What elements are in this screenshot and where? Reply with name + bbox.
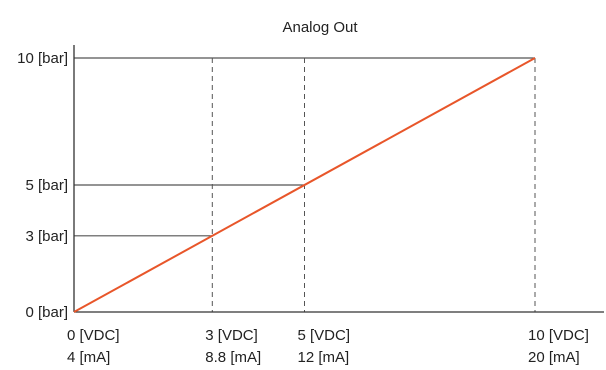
y-tick-label: 10 [bar] [17, 50, 68, 67]
x-tick-label-secondary: 20 [mA] [528, 349, 580, 366]
guide-lines [74, 57, 536, 312]
x-tick-label: 3 [VDC] [205, 327, 258, 344]
x-tick-labels: 0 [VDC] 4 [mA] 3 [VDC] 8.8 [mA] 5 [VDC] 12 [m… [67, 327, 589, 366]
x-tick-label-secondary: 8.8 [mA] [205, 349, 261, 366]
series-group [73, 57, 536, 313]
x-tick-label: 10 [VDC] [528, 327, 589, 344]
x-tick-label: 0 [VDC] [67, 327, 120, 344]
x-tick-label-secondary: 4 [mA] [67, 349, 110, 366]
series-line-0 [73, 57, 536, 313]
y-tick-label: 0 [bar] [25, 304, 68, 321]
y-tick-labels: 0 [bar] 3 [bar] 5 [bar] 10 [bar] [17, 50, 68, 321]
y-tick-label: 5 [bar] [25, 177, 68, 194]
chart-title: Analog Out [282, 19, 358, 36]
x-tick-label: 5 [VDC] [298, 327, 351, 344]
axes [73, 45, 604, 313]
x-tick-label-secondary: 12 [mA] [298, 349, 350, 366]
y-tick-label: 3 [bar] [25, 228, 68, 245]
